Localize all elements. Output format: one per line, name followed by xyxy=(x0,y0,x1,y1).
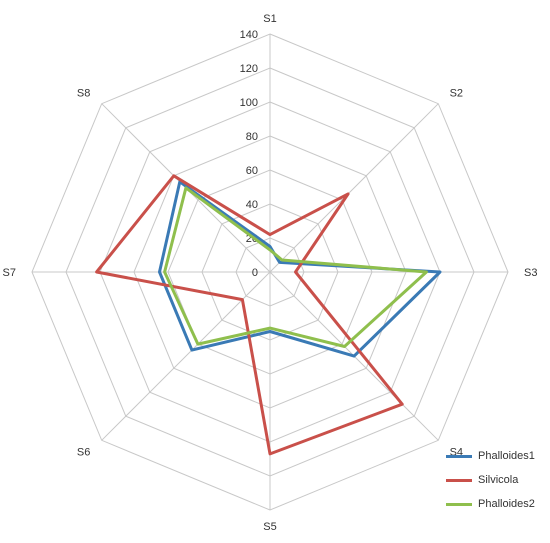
category-label-s5: S5 xyxy=(263,521,276,533)
grid-spoke xyxy=(101,271,271,441)
series-line-phalloides2 xyxy=(163,186,428,348)
tick-label: 0 xyxy=(252,267,258,279)
category-label-s6: S6 xyxy=(77,447,90,459)
tick-label: 140 xyxy=(240,29,258,41)
legend-label: Silvicola xyxy=(478,474,519,486)
legend-label: Phalloides2 xyxy=(478,498,535,510)
tick-label: 60 xyxy=(246,165,258,177)
legend-item-phalloides2: Phalloides2 xyxy=(446,492,550,516)
grid-spoke xyxy=(269,103,439,273)
series-lines xyxy=(95,174,442,456)
category-label-s1: S1 xyxy=(263,13,276,25)
legend-label: Phalloides1 xyxy=(478,450,535,462)
category-label-s7: S7 xyxy=(3,267,16,279)
tick-label: 40 xyxy=(246,199,258,211)
legend: Phalloides1 Silvicola Phalloides2 xyxy=(446,444,550,516)
series-line-silvicola xyxy=(95,174,404,456)
tick-label: 100 xyxy=(240,97,258,109)
legend-swatch-phalloides2 xyxy=(446,502,472,506)
tick-label: 120 xyxy=(240,63,258,75)
legend-swatch-phalloides1 xyxy=(446,454,472,458)
legend-item-phalloides1: Phalloides1 xyxy=(446,444,550,468)
tick-label: 80 xyxy=(246,131,258,143)
radar-grid xyxy=(31,33,509,511)
legend-swatch-silvicola xyxy=(446,478,472,482)
category-label-s8: S8 xyxy=(77,87,90,99)
category-label-s2: S2 xyxy=(450,87,463,99)
legend-item-silvicola: Silvicola xyxy=(446,468,550,492)
category-label-s3: S3 xyxy=(524,267,537,279)
